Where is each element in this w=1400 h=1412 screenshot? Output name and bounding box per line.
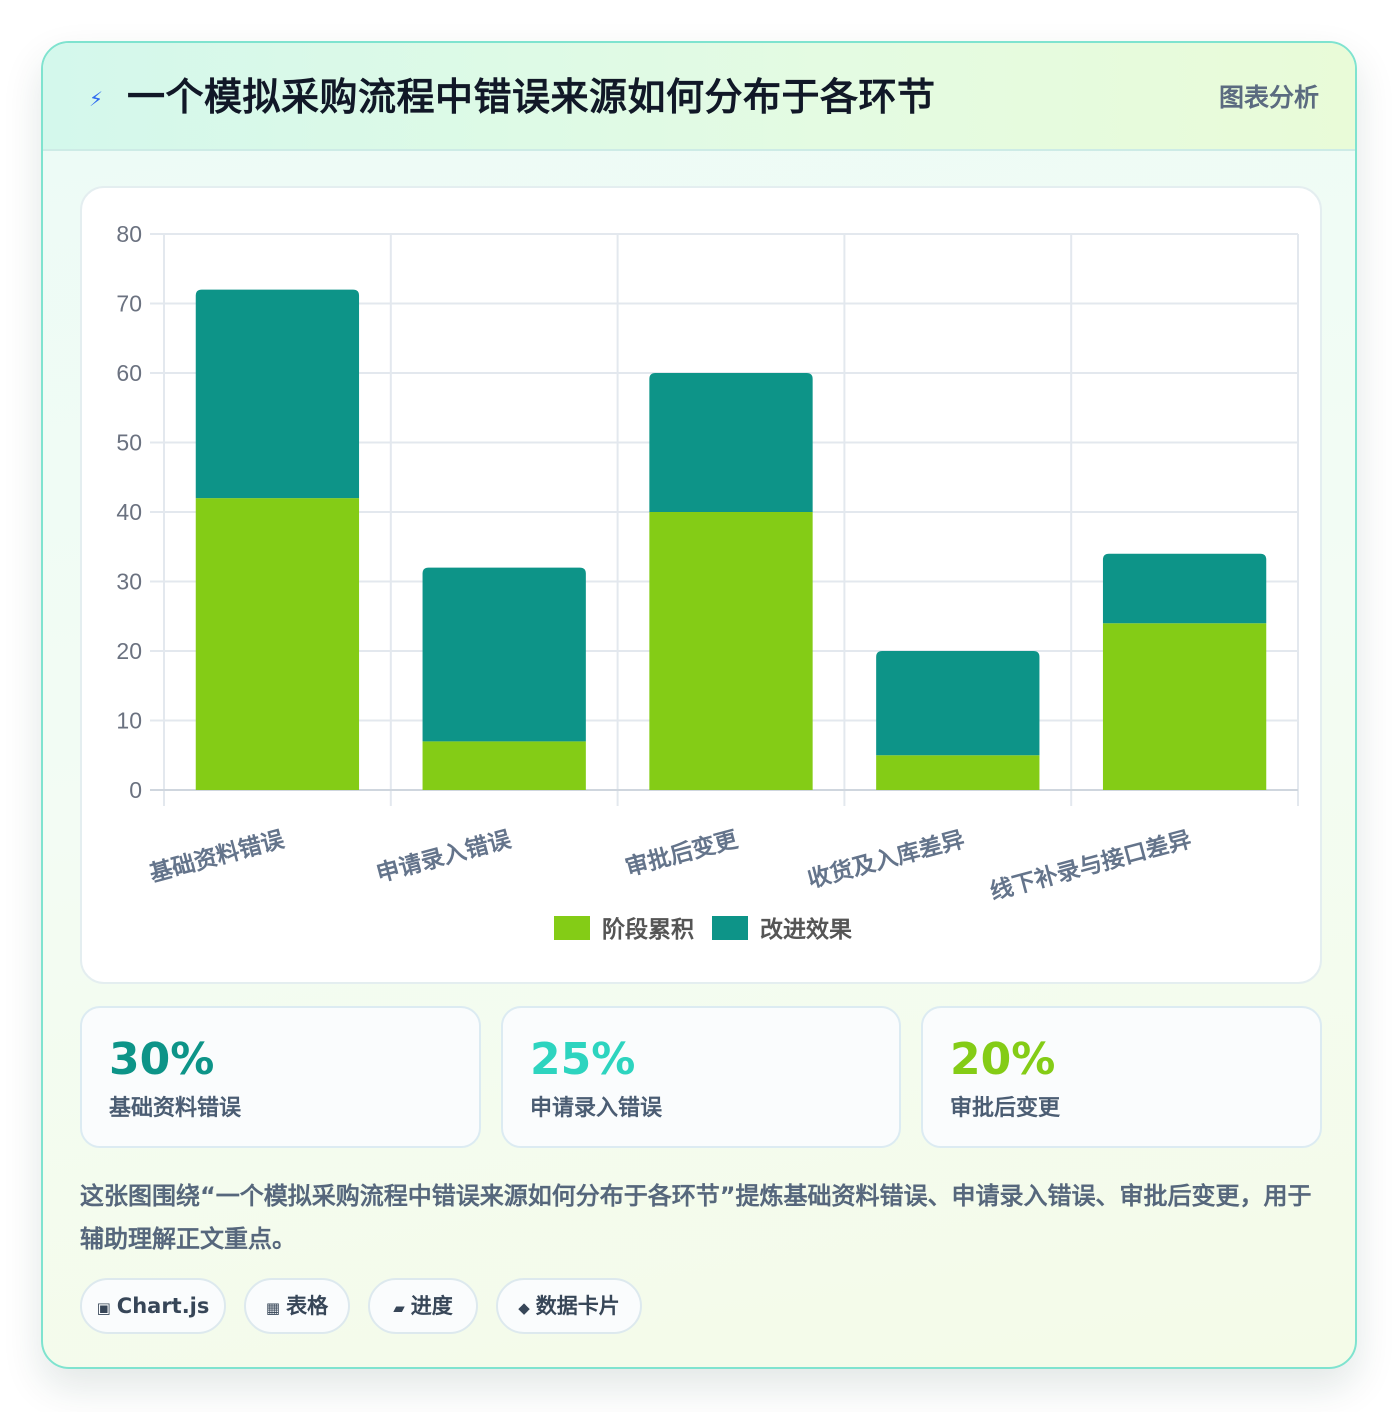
legend-label: 阶段累积 <box>602 916 694 943</box>
chart-title: 一个模拟采购流程中错误来源如何分布于各环节 <box>127 75 936 119</box>
lightning-icon: ⚡ <box>89 87 104 111</box>
x-tick-label: 线下补录与接口差异 <box>987 826 1194 906</box>
bar-segment <box>649 373 813 512</box>
x-tick-label: 基础资料错误 <box>147 825 288 887</box>
stat-value: 30% <box>109 1034 215 1085</box>
card-header: ⚡ 一个模拟采购流程中错误来源如何分布于各环节 图表分析 <box>43 43 1355 151</box>
y-tick-label: 0 <box>129 777 142 803</box>
bar-segment <box>649 512 813 790</box>
tag-progress[interactable]: ▰ 进度 <box>368 1278 478 1334</box>
x-tick-label: 申请录入错误 <box>373 825 514 887</box>
chart-analysis-tag: 图表分析 <box>1218 83 1319 112</box>
y-tick-label: 10 <box>116 708 142 734</box>
tag-label: 进度 <box>410 1294 453 1318</box>
chart-description: 这张图围绕“一个模拟采购流程中错误来源如何分布于各环节”提炼基础资料错误、申请录… <box>80 1182 1312 1253</box>
tag-chartjs[interactable]: ▣ Chart.js <box>80 1278 226 1334</box>
x-tick-label: 收货及入库差异 <box>805 826 968 894</box>
x-tick-label: 审批后变更 <box>622 825 741 881</box>
y-tick-label: 30 <box>116 569 142 595</box>
y-tick-label: 50 <box>116 430 142 456</box>
stat-card-2: 25% 申请录入错误 <box>501 1006 901 1148</box>
legend-label: 改进效果 <box>760 916 852 943</box>
legend-swatch <box>712 916 748 940</box>
chart-card: ⚡ 一个模拟采购流程中错误来源如何分布于各环节 图表分析 0 10 20 30 40 50… <box>41 41 1357 1369</box>
y-tick-label: 70 <box>116 291 142 317</box>
bar-segment <box>422 741 586 790</box>
tag-label: 数据卡片 <box>535 1294 620 1318</box>
stat-card-1: 30% 基础资料错误 <box>80 1006 481 1148</box>
tag-label: 表格 <box>286 1294 329 1318</box>
stat-label: 基础资料错误 <box>109 1096 242 1121</box>
tag-label: Chart.js <box>116 1294 210 1318</box>
stat-card-3: 20% 审批后变更 <box>921 1006 1322 1148</box>
legend-swatch <box>554 916 590 940</box>
stat-label: 审批后变更 <box>950 1096 1061 1121</box>
bar-segment <box>1102 553 1267 624</box>
bar-segment <box>422 567 586 742</box>
bar-segment <box>876 755 1040 790</box>
diamond-icon: ◆ <box>518 1299 530 1317</box>
y-tick-label: 80 <box>116 221 142 247</box>
stat-value: 25% <box>530 1034 636 1085</box>
bar-segment <box>1102 623 1267 790</box>
y-tick-label: 20 <box>116 638 142 664</box>
tag-table[interactable]: ▦ 表格 <box>244 1278 350 1334</box>
stacked-bar-chart: 0 10 20 30 40 50 60 70 80 基础资料错误 申请录入错误 审批后变更 收货及入库差… <box>116 221 1299 943</box>
bar-segment <box>195 498 360 790</box>
tag-data-card[interactable]: ◆ 数据卡片 <box>496 1278 642 1334</box>
chart-icon: ▣ <box>96 1299 111 1317</box>
table-icon: ▦ <box>265 1299 281 1317</box>
bar-segment <box>195 289 360 499</box>
y-tick-label: 60 <box>116 360 142 386</box>
y-tick-label: 40 <box>116 499 142 525</box>
stat-label: 申请录入错误 <box>530 1096 663 1121</box>
chart-panel: 0 10 20 30 40 50 60 70 80 基础资料错误 申请录入错误 审批后变更 收货及入库差… <box>80 186 1322 984</box>
progress-icon: ▰ <box>393 1299 405 1317</box>
stat-value: 20% <box>950 1034 1056 1085</box>
bar-segment <box>876 651 1040 756</box>
